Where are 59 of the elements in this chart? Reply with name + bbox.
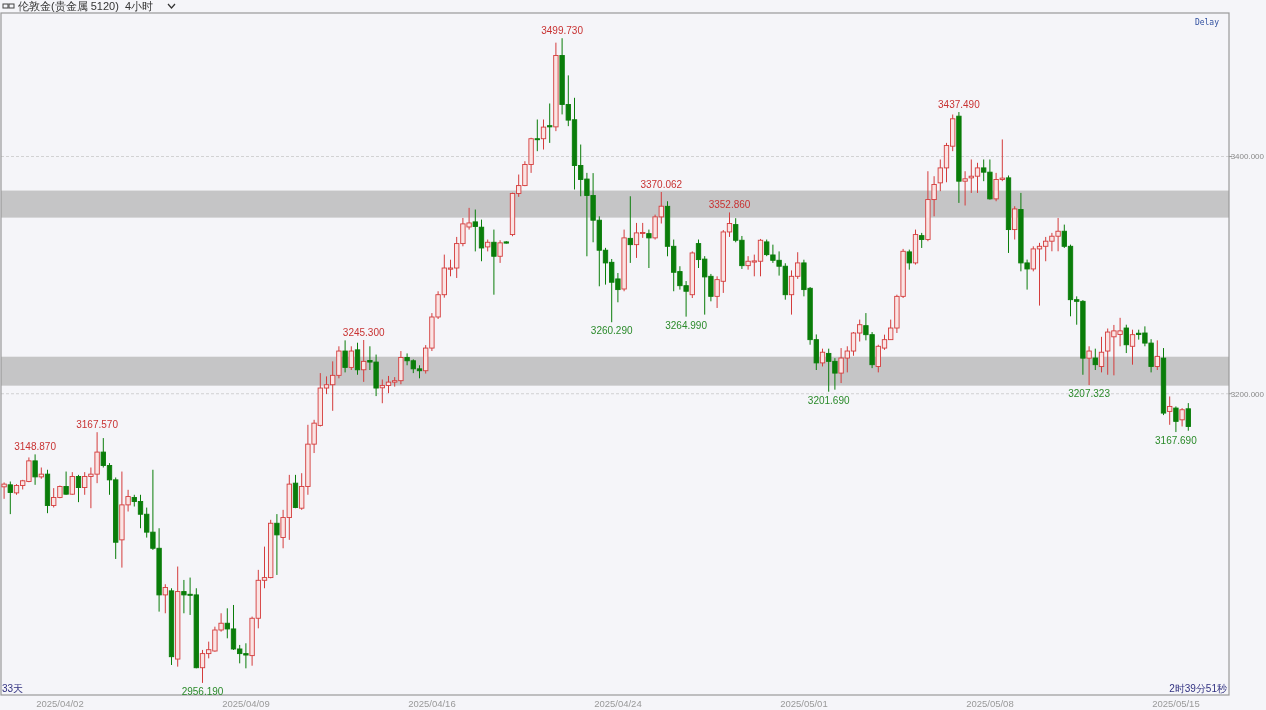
- annotation: 2时39分51秒: [1169, 683, 1227, 694]
- candlestick: [1086, 345, 1092, 386]
- candlestick: [547, 103, 553, 144]
- annotation: 3437.490: [938, 99, 981, 111]
- candlestick: [627, 195, 633, 264]
- candlestick: [32, 453, 38, 486]
- candlestick: [1129, 329, 1136, 366]
- candlestick: [1167, 395, 1173, 426]
- annotation: 3370.062: [640, 179, 683, 191]
- candlestick: [1123, 324, 1129, 354]
- x-tick-label: 2025/04/24: [594, 698, 642, 709]
- candlestick: [75, 474, 82, 503]
- annotation: 3264.990: [665, 319, 708, 331]
- y-tick-label: 3200.000: [1230, 389, 1265, 399]
- candlestick: [7, 481, 13, 515]
- candlestick: [1154, 339, 1160, 371]
- x-tick-label: 2025/05/15: [1152, 698, 1200, 709]
- annotation: 3499.730: [541, 25, 584, 37]
- y-tick-label: 3400.000: [1230, 152, 1265, 162]
- candlestick: [69, 471, 75, 496]
- annotation: 3167.690: [1155, 435, 1198, 447]
- annotation: 3148.870: [14, 441, 57, 453]
- x-tick-label: 2025/04/09: [222, 698, 270, 709]
- candlestick: [534, 119, 540, 152]
- x-tick-label: 2025/04/02: [36, 698, 84, 709]
- candlestick: [63, 471, 69, 496]
- candlestick: [274, 513, 280, 576]
- annotation: 3245.300: [342, 327, 385, 338]
- annotation: 3167.570: [76, 419, 119, 431]
- candlestick: [361, 339, 367, 383]
- candlestick: [162, 583, 168, 614]
- candlestick: [491, 229, 497, 296]
- candlestick: [348, 345, 354, 371]
- annotation: 3207.323: [1068, 388, 1111, 400]
- candlestick: [1185, 402, 1191, 432]
- candlestick: [1098, 336, 1105, 373]
- candlestick: [478, 219, 485, 262]
- annotation: 3352.860: [708, 199, 751, 211]
- candlestick: [342, 339, 348, 373]
- candlestick: [1092, 348, 1098, 371]
- text: Delay: [1194, 18, 1220, 27]
- x-tick-label: 2025/04/16: [408, 698, 456, 709]
- candlestick: [354, 342, 361, 376]
- annotation: 3201.690: [807, 394, 850, 406]
- candlestick: [1179, 407, 1185, 427]
- candlestick: [906, 249, 912, 271]
- candlestick: [497, 239, 503, 264]
- candlestick: [1173, 405, 1179, 433]
- candlestick: [472, 209, 478, 252]
- candlestick: [1012, 205, 1018, 241]
- candlestick: [646, 229, 652, 269]
- chart-title: 伦敦金(贵金属 5120) 4小时: [18, 0, 154, 12]
- x-tick-label: 2025/05/01: [780, 698, 828, 709]
- annotation: 3260.290: [590, 325, 633, 337]
- candlestick: [540, 119, 547, 151]
- annotation: 2956.190: [181, 685, 224, 697]
- candlestick: [1, 481, 7, 500]
- x-tick-label: 2025/05/08: [966, 698, 1014, 709]
- annotation: 33天: [2, 683, 24, 694]
